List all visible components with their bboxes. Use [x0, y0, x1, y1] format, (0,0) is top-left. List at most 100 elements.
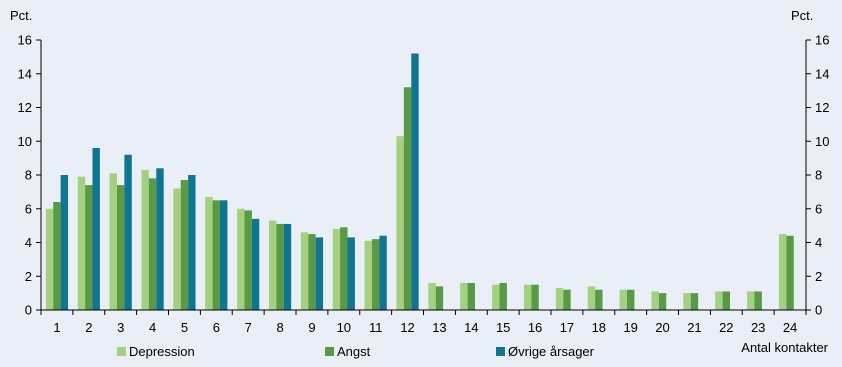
- x-tick-label-7: 7: [245, 320, 252, 335]
- legend-swatch-angst: [325, 347, 334, 356]
- bar-angst-5: [180, 180, 189, 310]
- x-tick-label-6: 6: [213, 320, 220, 335]
- bar-angst-6: [212, 200, 221, 310]
- x-tick-label-17: 17: [560, 320, 574, 335]
- bar-angst-24: [786, 235, 794, 310]
- bar-depression-11: [364, 240, 372, 310]
- legend-item-angst: Angst: [325, 344, 370, 359]
- bar-øvrige-årsager-4: [156, 168, 164, 310]
- bar-depression-19: [619, 289, 627, 310]
- bar-øvrige-årsager-7: [251, 218, 260, 311]
- bar-angst-21: [690, 293, 699, 311]
- bar-depression-10: [332, 229, 341, 310]
- y-axis-label-left: Pct.: [10, 8, 32, 23]
- x-tick-label-20: 20: [655, 320, 669, 335]
- bar-angst-15: [499, 283, 507, 310]
- bar-angst-11: [371, 239, 380, 311]
- legend-label-angst: Angst: [337, 344, 371, 359]
- y-tick-label-right-12: 12: [815, 100, 829, 115]
- bar-øvrige-årsager-1: [60, 175, 69, 310]
- bars-group: [45, 53, 794, 311]
- bar-angst-1: [53, 202, 61, 310]
- bar-depression-5: [173, 188, 181, 310]
- y-tick-label-left-12: 12: [18, 100, 32, 115]
- x-tick-label-2: 2: [85, 320, 92, 335]
- x-tick-label-12: 12: [400, 320, 414, 335]
- y-axis-label-right: Pct.: [791, 8, 813, 23]
- bar-øvrige-årsager-6: [220, 200, 228, 310]
- bar-øvrige-årsager-12: [411, 53, 419, 310]
- bar-øvrige-årsager-5: [188, 175, 196, 310]
- x-tick-label-11: 11: [369, 320, 383, 335]
- bar-depression-6: [205, 196, 213, 310]
- x-tick-label-9: 9: [308, 320, 315, 335]
- x-tick-label-18: 18: [592, 320, 606, 335]
- bar-angst-7: [244, 210, 252, 310]
- bar-angst-12: [403, 87, 412, 310]
- bar-depression-12: [396, 136, 404, 310]
- bar-angst-22: [722, 291, 731, 310]
- y-tick-label-left-8: 8: [25, 168, 32, 183]
- bar-angst-20: [658, 293, 667, 311]
- bar-øvrige-årsager-9: [315, 237, 324, 310]
- bar-depression-9: [300, 232, 309, 311]
- y-tick-label-right-4: 4: [815, 235, 822, 250]
- y-tick-label-left-14: 14: [18, 66, 32, 81]
- bar-angst-13: [435, 286, 444, 311]
- bar-angst-23: [754, 291, 762, 310]
- bar-angst-19: [626, 289, 635, 310]
- y-tick-label-left-10: 10: [18, 134, 32, 149]
- legend-label-depression: Depression: [129, 344, 195, 359]
- bar-depression-7: [237, 208, 245, 310]
- bar-depression-24: [778, 234, 787, 310]
- y-tick-label-right-0: 0: [815, 303, 822, 318]
- bar-depression-3: [109, 173, 117, 310]
- bar-øvrige-årsager-3: [124, 154, 132, 310]
- y-tick-label-right-16: 16: [815, 33, 829, 48]
- bar-depression-14: [460, 283, 468, 310]
- x-tick-label-21: 21: [687, 320, 701, 335]
- x-tick-label-13: 13: [432, 320, 446, 335]
- x-tick-label-23: 23: [751, 320, 765, 335]
- legend-label-ovrige: Øvrige årsager: [508, 344, 594, 359]
- y-tick-label-left-0: 0: [25, 303, 32, 318]
- bar-øvrige-årsager-8: [283, 223, 292, 310]
- x-tick-label-24: 24: [783, 320, 797, 335]
- bar-depression-23: [747, 291, 755, 310]
- legend-swatch-depression: [117, 347, 126, 356]
- bar-angst-9: [308, 234, 316, 310]
- bar-angst-17: [563, 289, 571, 310]
- y-tick-label-left-4: 4: [25, 235, 32, 250]
- y-tick-label-right-8: 8: [815, 168, 822, 183]
- x-tick-label-19: 19: [623, 320, 637, 335]
- bar-angst-8: [276, 223, 284, 310]
- y-tick-label-left-6: 6: [25, 201, 32, 216]
- bar-depression-13: [428, 283, 436, 310]
- bar-depression-1: [45, 208, 54, 310]
- x-tick-label-1: 1: [53, 320, 60, 335]
- bar-angst-18: [595, 289, 603, 310]
- bar-depression-2: [77, 176, 86, 310]
- bar-angst-14: [467, 283, 476, 310]
- legend-item-depression: Depression: [117, 344, 195, 359]
- y-tick-label-right-2: 2: [815, 269, 822, 284]
- bar-depression-21: [683, 293, 691, 311]
- x-tick-label-8: 8: [276, 320, 283, 335]
- bar-depression-8: [268, 220, 277, 310]
- bar-angst-16: [531, 284, 539, 310]
- bar-depression-15: [492, 284, 500, 310]
- bar-depression-17: [555, 288, 564, 310]
- legend-item-ovrige: Øvrige årsager: [496, 344, 594, 359]
- bar-angst-4: [148, 178, 157, 311]
- bar-øvrige-årsager-10: [347, 237, 355, 310]
- bar-angst-2: [85, 185, 93, 311]
- y-tick-label-left-2: 2: [25, 269, 32, 284]
- bar-depression-4: [141, 169, 149, 310]
- bar-angst-10: [340, 227, 348, 310]
- bar-øvrige-årsager-2: [92, 148, 100, 310]
- bar-depression-18: [587, 286, 596, 311]
- legend-swatch-ovrige: [496, 347, 505, 356]
